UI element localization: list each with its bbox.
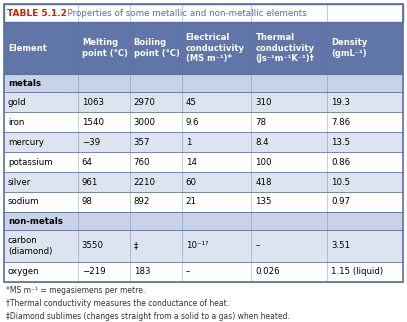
Text: 78: 78 <box>255 118 266 127</box>
Text: –: – <box>186 268 190 277</box>
Text: 0.97: 0.97 <box>331 197 350 206</box>
Text: 0.026: 0.026 <box>255 268 280 277</box>
Text: –: – <box>255 242 260 251</box>
Text: carbon
(diamond): carbon (diamond) <box>8 236 53 256</box>
Bar <box>4 262 403 282</box>
Bar <box>4 212 403 230</box>
Bar <box>4 132 403 152</box>
Text: 0.86: 0.86 <box>331 157 350 166</box>
Text: potassium: potassium <box>8 157 53 166</box>
Text: Properties of some metallic and non-metallic elements: Properties of some metallic and non-meta… <box>62 8 307 17</box>
Text: 3.51: 3.51 <box>331 242 350 251</box>
Text: 98: 98 <box>82 197 93 206</box>
Text: 760: 760 <box>133 157 150 166</box>
Text: 8.4: 8.4 <box>255 137 269 147</box>
Text: 183: 183 <box>133 268 150 277</box>
Text: 357: 357 <box>133 137 150 147</box>
Text: −219: −219 <box>82 268 105 277</box>
Bar <box>4 230 403 262</box>
Text: Density
(gmL⁻¹): Density (gmL⁻¹) <box>331 38 368 58</box>
Bar <box>4 172 403 192</box>
Text: ‡Diamond sublimes (changes straight from a solid to a gas) when heated.: ‡Diamond sublimes (changes straight from… <box>6 312 290 321</box>
Text: 1540: 1540 <box>82 118 104 127</box>
Bar <box>4 92 403 112</box>
Text: 892: 892 <box>133 197 150 206</box>
Text: silver: silver <box>8 177 31 186</box>
Text: non-metals: non-metals <box>8 216 63 225</box>
Text: ‡: ‡ <box>133 242 138 251</box>
Text: 7.86: 7.86 <box>331 118 350 127</box>
Bar <box>4 4 403 282</box>
Bar <box>4 112 403 132</box>
Text: 64: 64 <box>82 157 93 166</box>
Text: Boiling
point (°C): Boiling point (°C) <box>133 38 179 58</box>
Text: 60: 60 <box>186 177 197 186</box>
Text: Element: Element <box>8 43 47 52</box>
Text: 1: 1 <box>186 137 191 147</box>
Text: −39: −39 <box>82 137 100 147</box>
Text: 3000: 3000 <box>133 118 156 127</box>
Text: 10⁻¹⁷: 10⁻¹⁷ <box>186 242 208 251</box>
Text: mercury: mercury <box>8 137 44 147</box>
Text: 961: 961 <box>82 177 98 186</box>
Bar <box>4 22 403 74</box>
Text: 9.6: 9.6 <box>186 118 199 127</box>
Text: iron: iron <box>8 118 24 127</box>
Text: 135: 135 <box>255 197 272 206</box>
Text: 418: 418 <box>255 177 272 186</box>
Text: 2970: 2970 <box>133 98 155 107</box>
Bar <box>4 4 403 22</box>
Text: TABLE 5.1.2: TABLE 5.1.2 <box>7 8 67 17</box>
Text: 10.5: 10.5 <box>331 177 350 186</box>
Text: †Thermal conductivity measures the conductance of heat.: †Thermal conductivity measures the condu… <box>6 299 229 308</box>
Bar <box>4 192 403 212</box>
Text: sodium: sodium <box>8 197 39 206</box>
Text: Electrical
conductivity
(MS m⁻¹)*: Electrical conductivity (MS m⁻¹)* <box>186 33 245 62</box>
Text: 45: 45 <box>186 98 197 107</box>
Text: 19.3: 19.3 <box>331 98 350 107</box>
Text: oxygen: oxygen <box>8 268 39 277</box>
Text: Thermal
conductivity
(Js⁻¹m⁻¹K⁻¹)†: Thermal conductivity (Js⁻¹m⁻¹K⁻¹)† <box>255 33 314 62</box>
Text: metals: metals <box>8 79 41 88</box>
Text: 1063: 1063 <box>82 98 104 107</box>
Bar <box>4 74 403 92</box>
Text: 21: 21 <box>186 197 197 206</box>
Text: gold: gold <box>8 98 26 107</box>
Text: 13.5: 13.5 <box>331 137 350 147</box>
Text: *MS m⁻¹ = megasiemens per metre.: *MS m⁻¹ = megasiemens per metre. <box>6 286 145 295</box>
Text: 14: 14 <box>186 157 197 166</box>
Text: 1.15 (liquid): 1.15 (liquid) <box>331 268 383 277</box>
Text: 3550: 3550 <box>82 242 104 251</box>
Text: 310: 310 <box>255 98 272 107</box>
Text: 100: 100 <box>255 157 272 166</box>
Text: 2210: 2210 <box>133 177 156 186</box>
Bar <box>4 4 403 22</box>
Text: Melting
point (°C): Melting point (°C) <box>82 38 128 58</box>
Bar <box>4 152 403 172</box>
